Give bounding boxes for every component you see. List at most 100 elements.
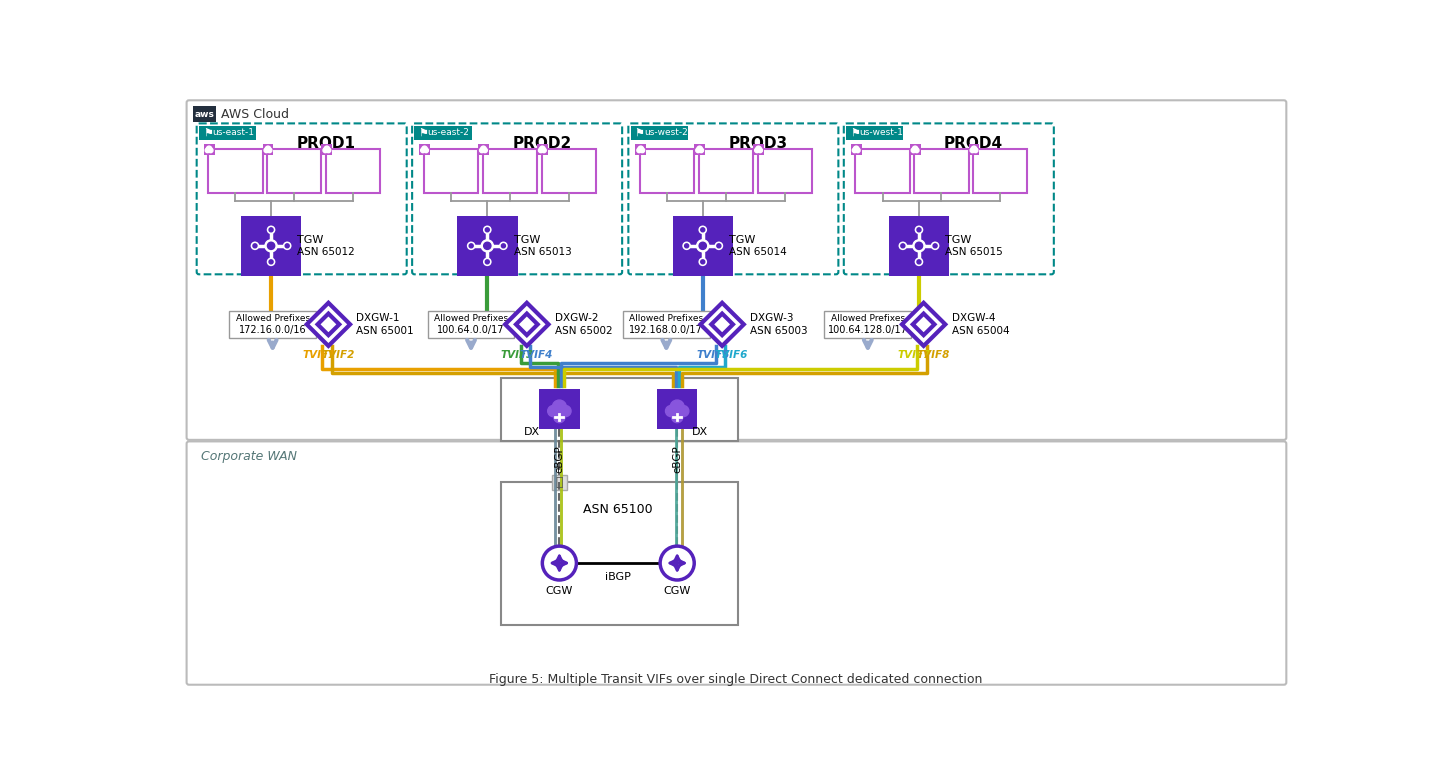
Text: ASN 65003: ASN 65003 xyxy=(750,325,808,335)
Circle shape xyxy=(264,148,269,152)
Circle shape xyxy=(266,146,270,152)
Circle shape xyxy=(560,405,570,417)
Text: DX: DX xyxy=(525,427,540,437)
Circle shape xyxy=(267,258,274,265)
Circle shape xyxy=(683,242,690,250)
Text: DXGW-4: DXGW-4 xyxy=(951,314,994,323)
Text: us-east-2: us-east-2 xyxy=(428,128,470,137)
Text: PROD2: PROD2 xyxy=(512,136,572,152)
Circle shape xyxy=(468,244,473,248)
Text: CGW: CGW xyxy=(546,586,573,596)
Circle shape xyxy=(637,148,641,152)
FancyBboxPatch shape xyxy=(757,149,812,194)
Text: us-west-2: us-west-2 xyxy=(644,128,687,137)
Circle shape xyxy=(267,242,274,250)
Text: 192.168.0.0/17: 192.168.0.0/17 xyxy=(629,324,703,335)
FancyBboxPatch shape xyxy=(635,144,647,155)
Circle shape xyxy=(973,148,977,152)
Circle shape xyxy=(970,148,974,152)
FancyBboxPatch shape xyxy=(420,144,430,155)
Text: Figure 5: Multiple Transit VIFs over single Direct Connect dedicated connection: Figure 5: Multiple Transit VIFs over sin… xyxy=(490,673,983,686)
Circle shape xyxy=(267,148,272,152)
Circle shape xyxy=(855,148,861,152)
Circle shape xyxy=(542,148,546,152)
Polygon shape xyxy=(700,303,744,346)
Text: 172.16.0.0/16: 172.16.0.0/16 xyxy=(239,324,306,335)
Circle shape xyxy=(253,244,257,248)
FancyBboxPatch shape xyxy=(694,144,706,155)
Circle shape xyxy=(325,146,329,152)
Circle shape xyxy=(484,258,491,265)
Text: DXGW-1: DXGW-1 xyxy=(356,314,399,323)
Text: aws: aws xyxy=(194,110,214,119)
Text: ⚑: ⚑ xyxy=(203,128,213,138)
Circle shape xyxy=(208,148,213,152)
FancyBboxPatch shape xyxy=(537,144,547,155)
FancyBboxPatch shape xyxy=(753,144,764,155)
Circle shape xyxy=(701,228,704,232)
Circle shape xyxy=(424,148,428,152)
FancyBboxPatch shape xyxy=(673,216,733,276)
Circle shape xyxy=(552,400,566,414)
Text: us-west-1: us-west-1 xyxy=(859,128,904,137)
Text: eBGP: eBGP xyxy=(673,445,683,473)
Circle shape xyxy=(900,242,907,250)
Circle shape xyxy=(852,148,856,152)
Circle shape xyxy=(917,228,921,232)
Text: TVIF4: TVIF4 xyxy=(519,350,553,359)
Circle shape xyxy=(483,148,487,152)
Circle shape xyxy=(269,260,273,264)
Circle shape xyxy=(547,405,559,417)
FancyBboxPatch shape xyxy=(552,475,568,490)
Text: ASN 65013: ASN 65013 xyxy=(513,247,572,257)
FancyBboxPatch shape xyxy=(267,149,322,194)
Polygon shape xyxy=(912,314,934,335)
Circle shape xyxy=(264,240,277,252)
FancyBboxPatch shape xyxy=(851,144,862,155)
FancyBboxPatch shape xyxy=(622,310,710,338)
FancyBboxPatch shape xyxy=(855,149,910,194)
Text: Allowed Prefixes: Allowed Prefixes xyxy=(831,314,905,323)
Circle shape xyxy=(481,240,493,252)
Text: Corporate WAN: Corporate WAN xyxy=(201,450,297,463)
Text: iBGP: iBGP xyxy=(605,573,631,582)
Circle shape xyxy=(484,226,491,233)
Circle shape xyxy=(207,146,211,152)
FancyBboxPatch shape xyxy=(631,126,688,139)
FancyBboxPatch shape xyxy=(241,216,302,276)
Circle shape xyxy=(671,412,683,422)
FancyBboxPatch shape xyxy=(639,149,694,194)
Circle shape xyxy=(971,146,977,152)
Text: TVIF3: TVIF3 xyxy=(502,350,535,359)
FancyBboxPatch shape xyxy=(412,124,622,275)
Circle shape xyxy=(700,226,707,233)
Circle shape xyxy=(285,244,289,248)
Circle shape xyxy=(698,148,704,152)
Circle shape xyxy=(553,412,565,422)
FancyBboxPatch shape xyxy=(428,310,514,338)
Circle shape xyxy=(539,148,543,152)
Circle shape xyxy=(502,244,506,248)
Circle shape xyxy=(486,260,490,264)
Circle shape xyxy=(917,260,921,264)
Circle shape xyxy=(911,148,915,152)
Polygon shape xyxy=(516,314,537,335)
Circle shape xyxy=(486,228,490,232)
Text: ASN 65015: ASN 65015 xyxy=(946,247,1003,257)
Text: TVIF1: TVIF1 xyxy=(302,350,336,359)
Circle shape xyxy=(421,148,425,152)
Text: 100.64.128.0/17: 100.64.128.0/17 xyxy=(828,324,908,335)
Circle shape xyxy=(684,244,688,248)
FancyBboxPatch shape xyxy=(542,149,596,194)
Circle shape xyxy=(912,146,918,152)
Circle shape xyxy=(638,146,644,152)
Circle shape xyxy=(500,242,507,250)
Text: PROD4: PROD4 xyxy=(944,136,1003,152)
Text: DX: DX xyxy=(693,427,708,437)
Text: TGW: TGW xyxy=(513,235,540,244)
Circle shape xyxy=(481,146,486,152)
Circle shape xyxy=(933,244,937,248)
Text: TGW: TGW xyxy=(297,235,323,244)
Circle shape xyxy=(326,148,331,152)
Polygon shape xyxy=(318,314,339,335)
